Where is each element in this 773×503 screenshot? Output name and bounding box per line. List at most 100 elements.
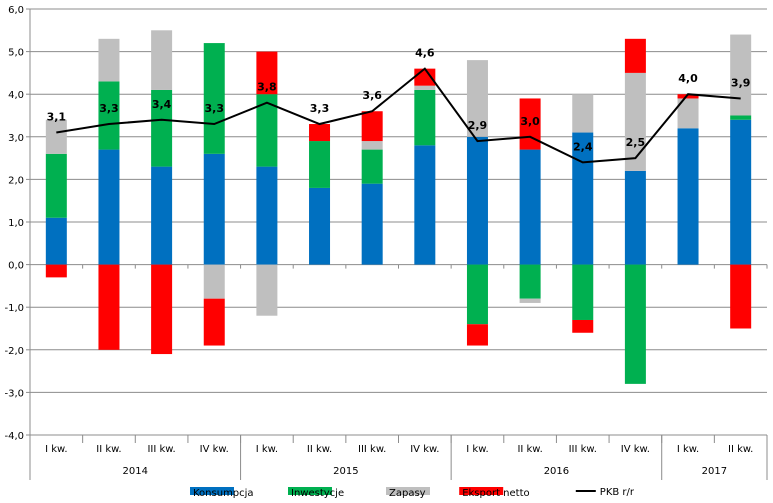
y-tick-label: 6,0 [8, 5, 24, 16]
x-category-label: III kw. [569, 444, 597, 455]
legend-swatch-zapasy [386, 487, 430, 495]
bar-eksport-netto [730, 264, 752, 329]
x-category-label: I kw. [677, 444, 699, 455]
bar-inwestycje [309, 141, 331, 188]
bar-inwestycje [151, 89, 173, 167]
pkb-data-label: 4,6 [415, 47, 435, 60]
x-category-label: I kw. [466, 444, 488, 455]
bar-inwestycje [361, 149, 383, 184]
bar-eksport-netto [677, 94, 699, 99]
pkb-data-label: 3,3 [99, 102, 119, 115]
y-tick-label: -3,0 [4, 388, 24, 399]
bar-konsumpcja [151, 166, 173, 265]
pkb-data-label: 3,6 [362, 89, 382, 102]
pkb-line [56, 67, 741, 164]
x-category-label: I kw. [45, 444, 67, 455]
bar-zapasy [677, 98, 699, 129]
bar-eksport-netto [466, 324, 488, 346]
y-tick-label: 4,0 [8, 90, 24, 101]
bar-konsumpcja [730, 119, 752, 265]
bar-zapasy [45, 119, 67, 154]
bar-eksport-netto [256, 51, 278, 95]
pkb-data-label: 3,1 [47, 111, 67, 124]
bar-konsumpcja [677, 128, 699, 265]
bar-konsumpcja [624, 170, 646, 265]
pkb-data-label: 3,9 [731, 76, 751, 89]
bar-eksport-netto [203, 298, 225, 346]
year-label: 2016 [544, 466, 569, 477]
bar-zapasy [203, 264, 225, 299]
x-category-label: IV kw. [200, 444, 229, 455]
x-category-label: II kw. [96, 444, 121, 455]
legend-label: Inwestycje [291, 488, 344, 499]
legend-label: Eksport netto [462, 488, 529, 499]
bar-inwestycje [730, 115, 752, 120]
bar-eksport-netto [151, 264, 173, 355]
bar-zapasy [151, 30, 173, 90]
pkb-data-label: 3,3 [310, 102, 330, 115]
bar-konsumpcja [45, 217, 67, 265]
pkb-data-label: 3,4 [152, 98, 172, 111]
bar-eksport-netto [572, 319, 594, 333]
pkb-data-label: 2,5 [626, 136, 646, 149]
bar-eksport-netto [45, 264, 67, 278]
legend-label: Zapasy [389, 488, 426, 499]
bar-konsumpcja [519, 149, 541, 265]
x-category-label: III kw. [147, 444, 175, 455]
pkb-data-label: 3,0 [520, 115, 540, 128]
bar-konsumpcja [309, 187, 331, 265]
pkb-data-label: 3,3 [205, 102, 225, 115]
bar-eksport-netto [309, 124, 331, 142]
bar-inwestycje [519, 264, 541, 299]
y-tick-label: 1,0 [8, 218, 24, 229]
bar-zapasy [572, 94, 594, 133]
year-label: 2014 [123, 466, 148, 477]
x-category-label: I kw. [256, 444, 278, 455]
year-label: 2017 [702, 466, 727, 477]
y-tick-label: 3,0 [8, 133, 24, 144]
bar-zapasy [98, 38, 120, 82]
bar-zapasy [414, 85, 436, 90]
legend-label: PKB r/r [600, 487, 635, 498]
year-label: 2015 [333, 466, 358, 477]
legend-label: Konsumpcja [193, 488, 254, 499]
bar-zapasy [256, 264, 278, 316]
bar-konsumpcja [98, 149, 120, 265]
bar-inwestycje [466, 264, 488, 325]
bar-inwestycje [45, 153, 67, 218]
bar-inwestycje [203, 43, 225, 154]
bar-konsumpcja [414, 145, 436, 265]
bar-inwestycje [98, 81, 120, 150]
bar-zapasy [466, 60, 488, 137]
pkb-data-label: 3,8 [257, 81, 277, 94]
bar-zapasy [730, 34, 752, 116]
legend-swatch-eksport-netto [459, 487, 504, 495]
bar-zapasy [361, 141, 383, 150]
bar-konsumpcja [361, 183, 383, 265]
bar-eksport-netto [98, 264, 120, 350]
x-category-label: II kw. [517, 444, 542, 455]
bar-konsumpcja [256, 166, 278, 265]
bar-konsumpcja [572, 132, 594, 265]
y-tick-label: 2,0 [8, 175, 24, 186]
y-tick-label: 5,0 [8, 48, 24, 59]
legend-swatch-konsumpcja [190, 487, 234, 495]
x-category-label: III kw. [358, 444, 386, 455]
bar-zapasy [624, 72, 646, 171]
bar-inwestycje [414, 89, 436, 146]
pkb-data-label: 2,9 [468, 119, 488, 132]
bar-konsumpcja [466, 136, 488, 265]
y-tick-label: -4,0 [4, 431, 24, 442]
bar-inwestycje [624, 264, 646, 384]
y-tick-label: -1,0 [4, 303, 24, 314]
bar-inwestycje [572, 264, 594, 320]
x-category-label: IV kw. [621, 444, 650, 455]
pkb-data-label: 2,4 [573, 140, 593, 153]
bar-zapasy [519, 298, 541, 303]
x-category-label: II kw. [307, 444, 332, 455]
bar-eksport-netto [624, 38, 646, 73]
legend-swatch-inwestycje [288, 487, 332, 495]
y-tick-label: -2,0 [4, 346, 24, 357]
pkb-data-label: 4,0 [678, 72, 698, 85]
